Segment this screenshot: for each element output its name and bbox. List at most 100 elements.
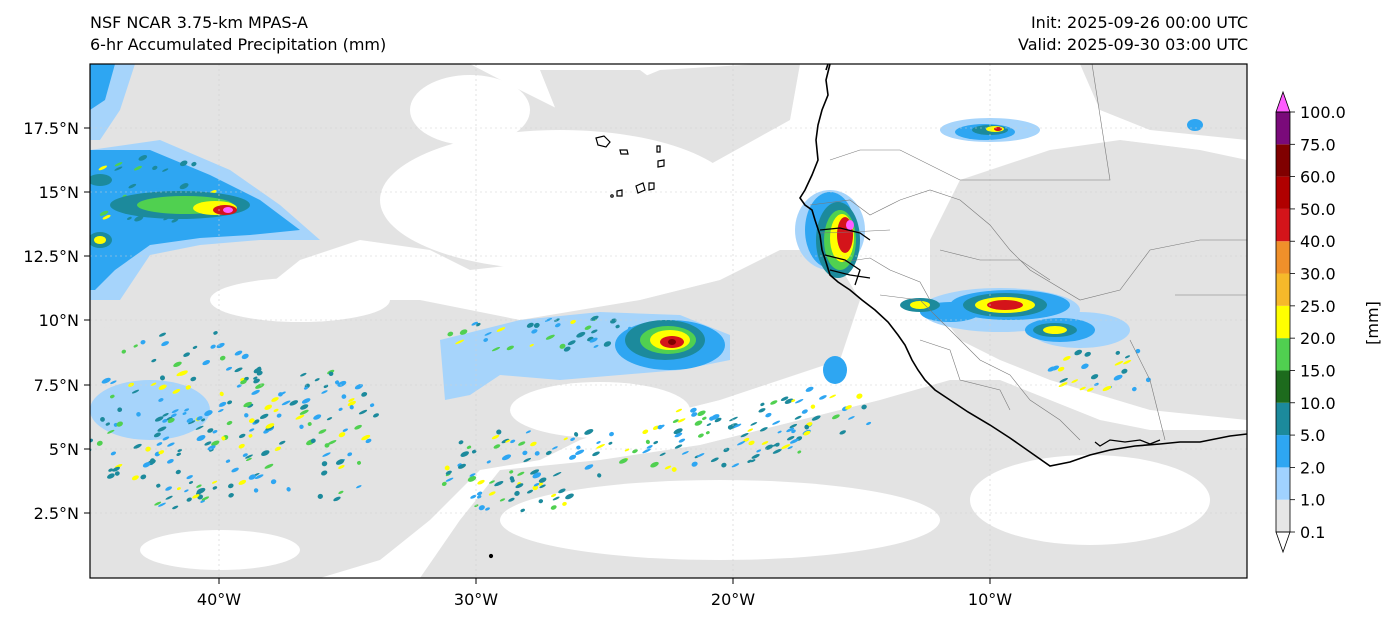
precip-cell <box>110 451 117 456</box>
precip-cell <box>313 414 322 420</box>
precip-cell <box>531 329 538 334</box>
precip-cell <box>789 423 798 429</box>
precip-cell <box>563 346 571 352</box>
precip-cell <box>98 165 108 171</box>
precip-cell <box>219 391 224 397</box>
precip-cell <box>592 451 600 457</box>
precip-cell <box>1086 387 1094 392</box>
precip-cell <box>750 459 756 463</box>
precip-cell <box>478 505 485 511</box>
precip-cell <box>491 346 501 352</box>
precip-cell <box>102 214 111 220</box>
precip-cell <box>690 407 697 413</box>
precip-cell <box>696 453 705 458</box>
colorbar-level-label: 75.0 <box>1300 135 1336 154</box>
precip-cell <box>348 398 355 402</box>
precip-cell <box>832 414 840 420</box>
precip-cell <box>184 489 189 493</box>
precip-cell <box>196 434 206 442</box>
precip-cell <box>786 435 795 441</box>
precip-cell <box>354 424 362 430</box>
init-time: Init: 2025-09-26 00:00 UTC <box>1030 13 1248 32</box>
precip-cell <box>1063 356 1071 361</box>
precip-cell <box>750 422 758 426</box>
precip-cell <box>255 383 265 389</box>
precip-cell <box>204 410 213 417</box>
colorbar-level-label: 60.0 <box>1300 168 1336 187</box>
precip-cell <box>264 463 274 469</box>
precip-cell <box>167 459 174 464</box>
precip-cell <box>157 426 167 432</box>
precip-cell <box>525 430 531 434</box>
precip-cell <box>795 399 804 404</box>
precip-cell <box>1047 366 1056 372</box>
precip-cell <box>321 470 328 476</box>
precip-cell <box>467 475 477 482</box>
precip-cell <box>158 398 164 402</box>
precip-cell <box>153 432 161 438</box>
precip-cell <box>1102 385 1112 392</box>
precip-cell <box>245 454 253 459</box>
precip-cell <box>274 446 282 451</box>
precip-cell <box>1081 363 1089 370</box>
precip-cell <box>342 428 348 432</box>
colorbar-level-label: 25.0 <box>1300 297 1336 316</box>
precip-cell <box>702 416 707 421</box>
precip-cell <box>211 440 220 446</box>
precip-cell <box>544 317 553 322</box>
precip-cell <box>1058 382 1068 387</box>
precip-cell <box>299 409 309 415</box>
precip-cell <box>458 463 466 469</box>
precip-cell <box>593 344 599 348</box>
colorbar-level-label: 100.0 <box>1300 103 1346 122</box>
precip-cell <box>121 349 127 354</box>
precip-cell <box>321 390 328 394</box>
precip-cell <box>101 377 111 384</box>
precip-cell <box>678 438 686 443</box>
precip-cell <box>225 459 231 463</box>
precip-cell <box>134 215 144 222</box>
precip-cell <box>354 383 363 390</box>
precip-cell <box>253 488 259 493</box>
precip-cell <box>1059 378 1068 383</box>
precip-cell <box>570 319 576 324</box>
precip-cell <box>455 339 465 345</box>
precip-cell <box>96 440 103 446</box>
precip-cell <box>99 210 109 216</box>
precip-cell <box>154 501 162 506</box>
precip-cell <box>552 496 560 501</box>
precip-cell <box>484 332 492 336</box>
precip-cell <box>697 433 704 438</box>
lat-tick-10: 10°N <box>39 311 79 330</box>
precip-cell <box>361 434 371 441</box>
precip-cell <box>114 162 123 167</box>
lat-tick-5: 5°N <box>49 440 79 459</box>
precip-cell <box>721 462 727 468</box>
precip-cell <box>645 439 650 445</box>
precip-cell <box>567 340 576 346</box>
precip-cell <box>154 416 164 422</box>
precip-cell <box>496 327 506 332</box>
precip-cell <box>765 412 772 418</box>
precip-cell <box>185 385 191 390</box>
precip-cell <box>441 481 447 486</box>
field-title: 6-hr Accumulated Precipitation (mm) <box>90 35 387 54</box>
precip-cell <box>254 419 260 424</box>
colorbar-frame <box>1275 111 1291 533</box>
precip-cell <box>1131 386 1137 392</box>
precip-cell <box>373 413 379 418</box>
precip-cell <box>142 462 151 468</box>
precip-cell <box>133 344 138 348</box>
precip-cell <box>238 443 245 449</box>
precip-cell <box>562 501 567 506</box>
precip-cell <box>251 389 260 395</box>
precip-cell <box>664 465 672 470</box>
precip-cell <box>161 341 169 347</box>
precip-cell <box>221 436 226 441</box>
precip-cell <box>231 467 239 473</box>
precip-cell <box>347 452 353 457</box>
precip-cell <box>493 444 501 449</box>
precip-cell <box>196 484 202 488</box>
precip-cell <box>471 449 477 454</box>
precip-cell <box>509 476 515 481</box>
